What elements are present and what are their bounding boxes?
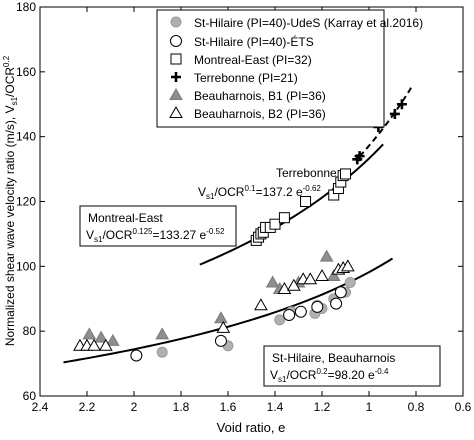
- data-point-series-1: [294, 305, 307, 318]
- y-tick-label: 140: [16, 130, 36, 144]
- annotation-terrebonne-equation: Vs1/OCR0.1=137.2 e-0.62: [198, 184, 321, 201]
- data-point-series-0: [156, 346, 168, 358]
- legend-entry-beauharnois-b2: Beauharnois, B2 (PI=36): [194, 107, 326, 121]
- data-point-series-5: [254, 298, 268, 311]
- data-points: [73, 99, 407, 362]
- data-point-series-2: [278, 212, 290, 224]
- legend-marker-4: [169, 87, 183, 100]
- annotation-montreal-east-equation: Vs1/OCR0.125=133.27 e-0.52: [86, 227, 225, 244]
- data-point-series-1: [334, 286, 347, 299]
- data-point-series-5: [303, 272, 318, 285]
- data-point-series-4: [326, 269, 341, 282]
- data-point-series-2: [269, 218, 281, 230]
- x-tick-label: 2: [131, 400, 138, 414]
- data-point-series-5: [286, 278, 301, 291]
- x-tick-label: 2.4: [32, 400, 49, 414]
- data-point-series-1: [130, 349, 143, 362]
- y-axis-label: Normalized shear wave velocity ratio (m/…: [2, 55, 19, 346]
- data-point-series-5: [315, 269, 329, 282]
- x-tick-label: 1.8: [173, 400, 190, 414]
- annotation-st-hilaire-label: St-Hilaire, Beauharnois: [272, 351, 395, 365]
- annotation-terrebonne: Terrebonne Vs1/OCR0.1=137.2 e-0.62: [198, 166, 337, 201]
- data-point-series-3: [389, 108, 400, 119]
- y-tick-label: 120: [16, 195, 36, 209]
- annotation-st-hilaire-equation: Vs1/OCR0.2=98.20 e-0.4: [270, 367, 389, 384]
- y-tick-label: 80: [23, 324, 37, 338]
- data-point-series-4: [214, 311, 228, 324]
- x-tick-label: 1: [366, 400, 373, 414]
- legend-box: [156, 9, 385, 128]
- x-tick-label: 0.6: [455, 400, 472, 414]
- data-point-series-1: [311, 300, 324, 313]
- y-tick-label: 60: [23, 389, 37, 403]
- y-tick-label: 160: [16, 65, 36, 79]
- data-point-series-4: [82, 327, 97, 340]
- x-tick-label: 1.4: [267, 400, 284, 414]
- annotation-terrebonne-label: Terrebonne: [276, 166, 337, 180]
- legend-entry-montreal-east: Montreal-East (PI=32): [194, 53, 312, 67]
- y-tick-label: 100: [16, 259, 36, 273]
- annotation-st-hilaire: St-Hilaire, Beauharnois Vs1/OCR0.2=98.20…: [263, 345, 441, 387]
- data-point-series-4: [265, 275, 280, 288]
- legend: St-Hilaire (PI=40)-UdeS (Karray et al.20…: [156, 9, 423, 128]
- data-point-series-4: [319, 249, 334, 262]
- x-axis-label: Void ratio, e: [217, 420, 286, 435]
- legend-marker-2: [170, 53, 182, 65]
- legend-marker-3: [171, 72, 181, 82]
- data-point-series-5: [87, 338, 101, 351]
- legend-marker-0: [170, 16, 182, 28]
- data-point-series-4: [94, 330, 108, 343]
- annotation-st-hilaire-box: [263, 345, 441, 387]
- annotation-montreal-east-box: [79, 205, 237, 247]
- data-point-series-1: [330, 297, 343, 310]
- x-tick-label: 0.8: [408, 400, 425, 414]
- data-point-series-5: [98, 338, 113, 351]
- legend-marker-5: [169, 105, 183, 118]
- data-point-series-3: [396, 99, 407, 110]
- legend-markers: [169, 16, 183, 118]
- data-point-series-1: [283, 308, 296, 321]
- data-point-series-5: [340, 259, 355, 272]
- legend-entry-st-hilaire-udes: St-Hilaire (PI=40)-UdeS (Karray et al.20…: [194, 16, 423, 30]
- data-point-series-0: [344, 277, 356, 289]
- x-tick-label: 2.2: [79, 400, 96, 414]
- data-point-series-4: [155, 327, 170, 340]
- legend-entry-beauharnois-b1: Beauharnois, B1 (PI=36): [194, 89, 326, 103]
- data-point-series-3: [354, 151, 365, 162]
- data-point-series-5: [216, 320, 231, 333]
- x-tick-label: 1.2: [314, 400, 331, 414]
- data-point-series-2: [340, 168, 351, 180]
- legend-entry-st-hilaire-ets: St-Hilaire (PI=40)-ÉTS: [194, 34, 314, 49]
- legend-entry-terrebonne: Terrebonne (PI=21): [194, 71, 298, 85]
- data-point-series-1: [214, 334, 227, 347]
- x-tick-label: 1.6: [220, 400, 237, 414]
- fit-curve-montreal-east: [199, 143, 384, 266]
- annotation-montreal-east-label: Montreal-East: [88, 211, 163, 225]
- annotation-montreal-east: Montreal-East Vs1/OCR0.125=133.27 e-0.52: [79, 205, 237, 247]
- data-point-series-0: [274, 314, 286, 326]
- data-point-series-4: [105, 333, 120, 346]
- data-point-series-2: [300, 196, 312, 207]
- data-point-series-5: [277, 282, 292, 295]
- legend-marker-1: [170, 35, 182, 47]
- y-tick-label: 180: [16, 0, 36, 14]
